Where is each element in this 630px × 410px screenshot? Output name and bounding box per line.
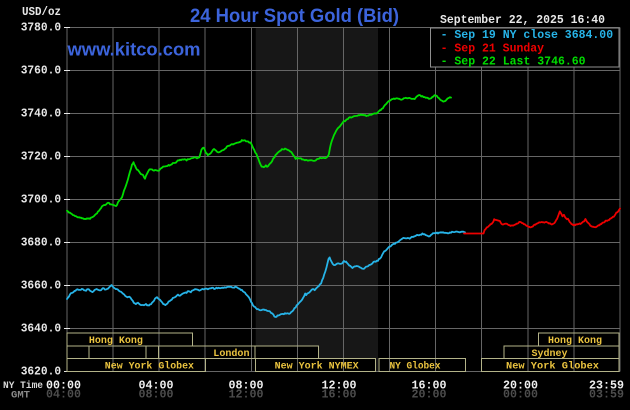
svg-text:00:00: 00:00 [503, 388, 538, 402]
svg-text:23:59: 23:59 [589, 378, 624, 392]
svg-text:www.kitco.com: www.kitco.com [66, 40, 200, 60]
svg-text:04:00: 04:00 [139, 378, 174, 392]
svg-text:New York NYMEX: New York NYMEX [275, 361, 359, 373]
svg-text:16:00: 16:00 [322, 388, 357, 402]
svg-text:3760.0: 3760.0 [21, 64, 61, 78]
svg-text:- Sep 22 Last 3746.60: - Sep 22 Last 3746.60 [441, 55, 586, 69]
svg-text:24 Hour Spot Gold (Bid): 24 Hour Spot Gold (Bid) [190, 6, 399, 27]
svg-text:00:00: 00:00 [46, 378, 81, 392]
svg-text:GMT: GMT [11, 390, 30, 402]
svg-text:- Sep 19 NY close 3684.00: - Sep 19 NY close 3684.00 [441, 28, 613, 42]
svg-text:08:00: 08:00 [139, 388, 174, 402]
svg-text:NY Time: NY Time [3, 380, 43, 392]
svg-text:London: London [213, 348, 249, 360]
svg-text:3640.0: 3640.0 [21, 322, 61, 336]
svg-text:3660.0: 3660.0 [21, 279, 61, 293]
svg-text:NY Globex: NY Globex [390, 361, 441, 373]
svg-text:12:00: 12:00 [229, 388, 264, 402]
svg-text:12:00: 12:00 [322, 378, 357, 392]
svg-text:- Sep 21 Sunday: - Sep 21 Sunday [441, 41, 544, 55]
svg-text:16:00: 16:00 [412, 378, 447, 392]
svg-text:03:59: 03:59 [589, 388, 624, 402]
svg-text:New York Globex: New York Globex [506, 361, 599, 373]
svg-text:September 22, 2025 16:40: September 22, 2025 16:40 [440, 13, 605, 27]
svg-text:08:00: 08:00 [229, 378, 264, 392]
svg-text:20:00: 20:00 [503, 378, 538, 392]
svg-text:3680.0: 3680.0 [21, 236, 61, 250]
svg-text:USD/oz: USD/oz [22, 6, 61, 19]
svg-text:Hong Kong: Hong Kong [89, 336, 143, 347]
svg-text:04:00: 04:00 [46, 388, 81, 402]
svg-text:3720.0: 3720.0 [21, 150, 61, 164]
svg-text:Sydney: Sydney [532, 348, 568, 360]
svg-text:3780.0: 3780.0 [21, 21, 61, 35]
svg-text:New York Globex: New York Globex [105, 361, 194, 373]
svg-text:Hong Kong: Hong Kong [548, 336, 602, 347]
svg-text:3620.0: 3620.0 [21, 365, 61, 379]
svg-text:3700.0: 3700.0 [21, 193, 61, 207]
svg-text:20:00: 20:00 [412, 388, 447, 402]
svg-text:3740.0: 3740.0 [21, 107, 61, 121]
